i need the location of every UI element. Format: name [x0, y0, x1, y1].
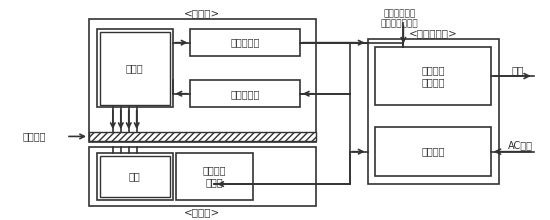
Text: <演算制御部>: <演算制御部>: [409, 28, 458, 38]
Text: 高電圧電源: 高電圧電源: [230, 89, 260, 99]
Bar: [89, 19, 316, 142]
Bar: [89, 132, 316, 141]
Text: 出力: 出力: [512, 65, 524, 75]
Text: <検出器>: <検出器>: [184, 8, 221, 18]
Text: 電離箱: 電離箱: [126, 63, 144, 73]
Bar: [175, 153, 253, 200]
Bar: [89, 147, 316, 206]
Text: 線源: 線源: [129, 171, 141, 181]
Text: 測定ギャップ
補償用温度信号: 測定ギャップ 補償用温度信号: [381, 9, 418, 29]
Bar: [376, 47, 491, 106]
Text: AC電源: AC電源: [508, 140, 534, 150]
Bar: [100, 156, 169, 197]
Bar: [100, 32, 169, 104]
Text: 演算制御
ユニット: 演算制御 ユニット: [421, 65, 445, 87]
Bar: [190, 80, 300, 107]
Text: 被測定物: 被測定物: [23, 131, 46, 141]
Text: シャッタ
制御部: シャッタ 制御部: [202, 165, 226, 187]
Bar: [376, 127, 491, 176]
Bar: [367, 39, 499, 184]
Bar: [97, 153, 173, 200]
Text: <線源部>: <線源部>: [184, 207, 221, 218]
Text: 電源回路: 電源回路: [421, 147, 445, 157]
Bar: [190, 29, 300, 56]
Bar: [97, 29, 173, 107]
Text: プリアンプ: プリアンプ: [230, 38, 260, 48]
